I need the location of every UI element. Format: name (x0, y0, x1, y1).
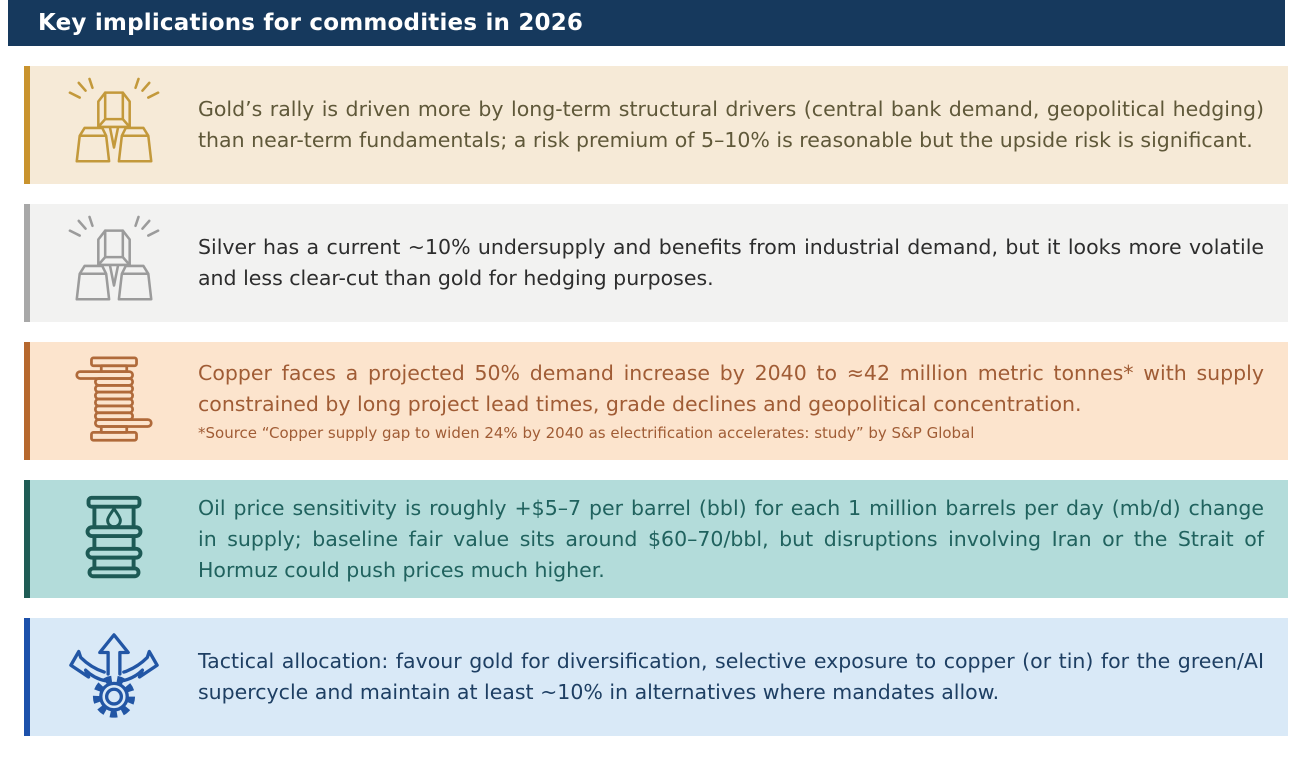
implication-rows: Gold’s rally is driven more by long-term… (24, 66, 1288, 736)
copper-source-footnote: *Source “Copper supply gap to widen 24% … (198, 424, 975, 442)
row-icon-column (30, 214, 198, 312)
row-text-column: Tactical allocation: favour gold for div… (198, 634, 1288, 720)
row-icon-column (30, 628, 198, 726)
row-silver: Silver has a current ~10% undersupply an… (24, 204, 1288, 322)
row-text-column: Gold’s rally is driven more by long-term… (198, 82, 1288, 168)
row-gold: Gold’s rally is driven more by long-term… (24, 66, 1288, 184)
gold-bars-icon (68, 77, 160, 163)
row-text-column: Oil price sensitivity is roughly +$5–7 p… (198, 481, 1288, 598)
silver-bars-icon (68, 215, 160, 301)
copper-implication-text: Copper faces a projected 50% demand incr… (198, 361, 1264, 416)
row-oil: Oil price sensitivity is roughly +$5–7 p… (24, 480, 1288, 598)
row-icon-column (30, 352, 198, 450)
row-text-column: Copper faces a projected 50% demand incr… (198, 346, 1288, 456)
row-copper: Copper faces a projected 50% demand incr… (24, 342, 1288, 460)
copper-coil-icon (75, 356, 153, 442)
row-icon-column (30, 490, 198, 588)
row-icon-column (30, 76, 198, 174)
row-tactical-allocation: Tactical allocation: favour gold for div… (24, 618, 1288, 736)
tactical-allocation-text: Tactical allocation: favour gold for div… (198, 649, 1264, 704)
row-text-column: Silver has a current ~10% undersupply an… (198, 220, 1288, 306)
oil-implication-text: Oil price sensitivity is roughly +$5–7 p… (198, 495, 1264, 582)
oil-barrel-icon (85, 495, 143, 579)
slide: Key implications for commodities in 2026… (8, 0, 1288, 736)
page-title: Key implications for commodities in 2026 (38, 10, 584, 36)
allocation-gear-arrows-icon (69, 633, 159, 718)
page-header: Key implications for commodities in 2026 (8, 0, 1285, 46)
gold-implication-text: Gold’s rally is driven more by long-term… (198, 97, 1264, 152)
silver-implication-text: Silver has a current ~10% undersupply an… (198, 235, 1264, 290)
